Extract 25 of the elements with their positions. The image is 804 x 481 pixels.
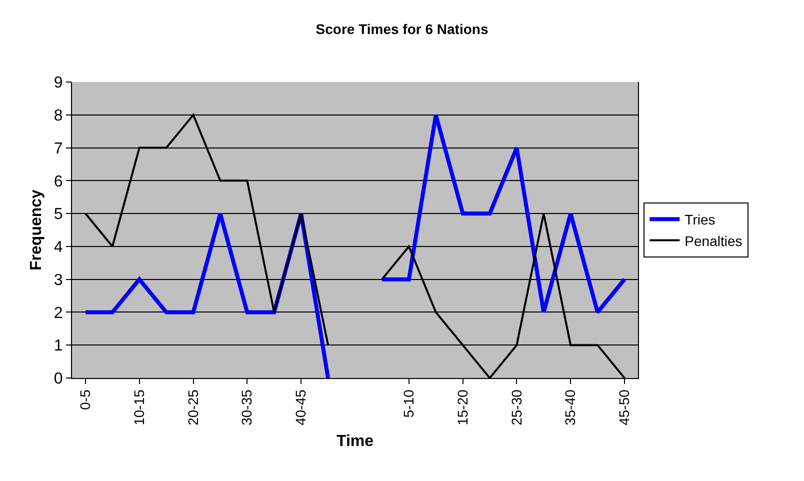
x-tick-label: 45-50 <box>616 389 632 426</box>
x-tick-label: 30-35 <box>238 389 255 426</box>
y-tick-label: 1 <box>54 338 63 355</box>
x-tick-label: 20-25 <box>184 389 201 426</box>
y-tick-label: 5 <box>54 206 63 224</box>
x-tick-label: 0-5 <box>77 389 94 410</box>
y-tick-label: 0 <box>54 370 63 388</box>
y-tick-label: 6 <box>54 173 63 190</box>
x-tick-label: 10-15 <box>130 389 147 426</box>
y-tick-label: 9 <box>54 74 63 92</box>
y-tick-label: 3 <box>54 272 63 289</box>
y-tick-label: 2 <box>54 304 63 322</box>
x-tick-label: 35-40 <box>562 389 578 426</box>
x-axis-title: Time <box>336 433 374 450</box>
legend-label: Penalties <box>684 232 742 249</box>
y-tick-label: 7 <box>54 140 63 158</box>
chart-title: Score Times for 6 Nations <box>316 20 488 37</box>
y-axis-title: Frequency <box>28 189 45 270</box>
y-tick-label: 8 <box>54 107 63 124</box>
x-tick-label: 25-30 <box>508 389 524 426</box>
y-tick-label: 4 <box>54 239 63 256</box>
x-tick-label: 5-10 <box>400 389 416 418</box>
x-tick-label: 40-45 <box>292 389 309 426</box>
legend-label: Tries <box>684 212 716 228</box>
x-tick-label: 15-20 <box>454 389 470 426</box>
